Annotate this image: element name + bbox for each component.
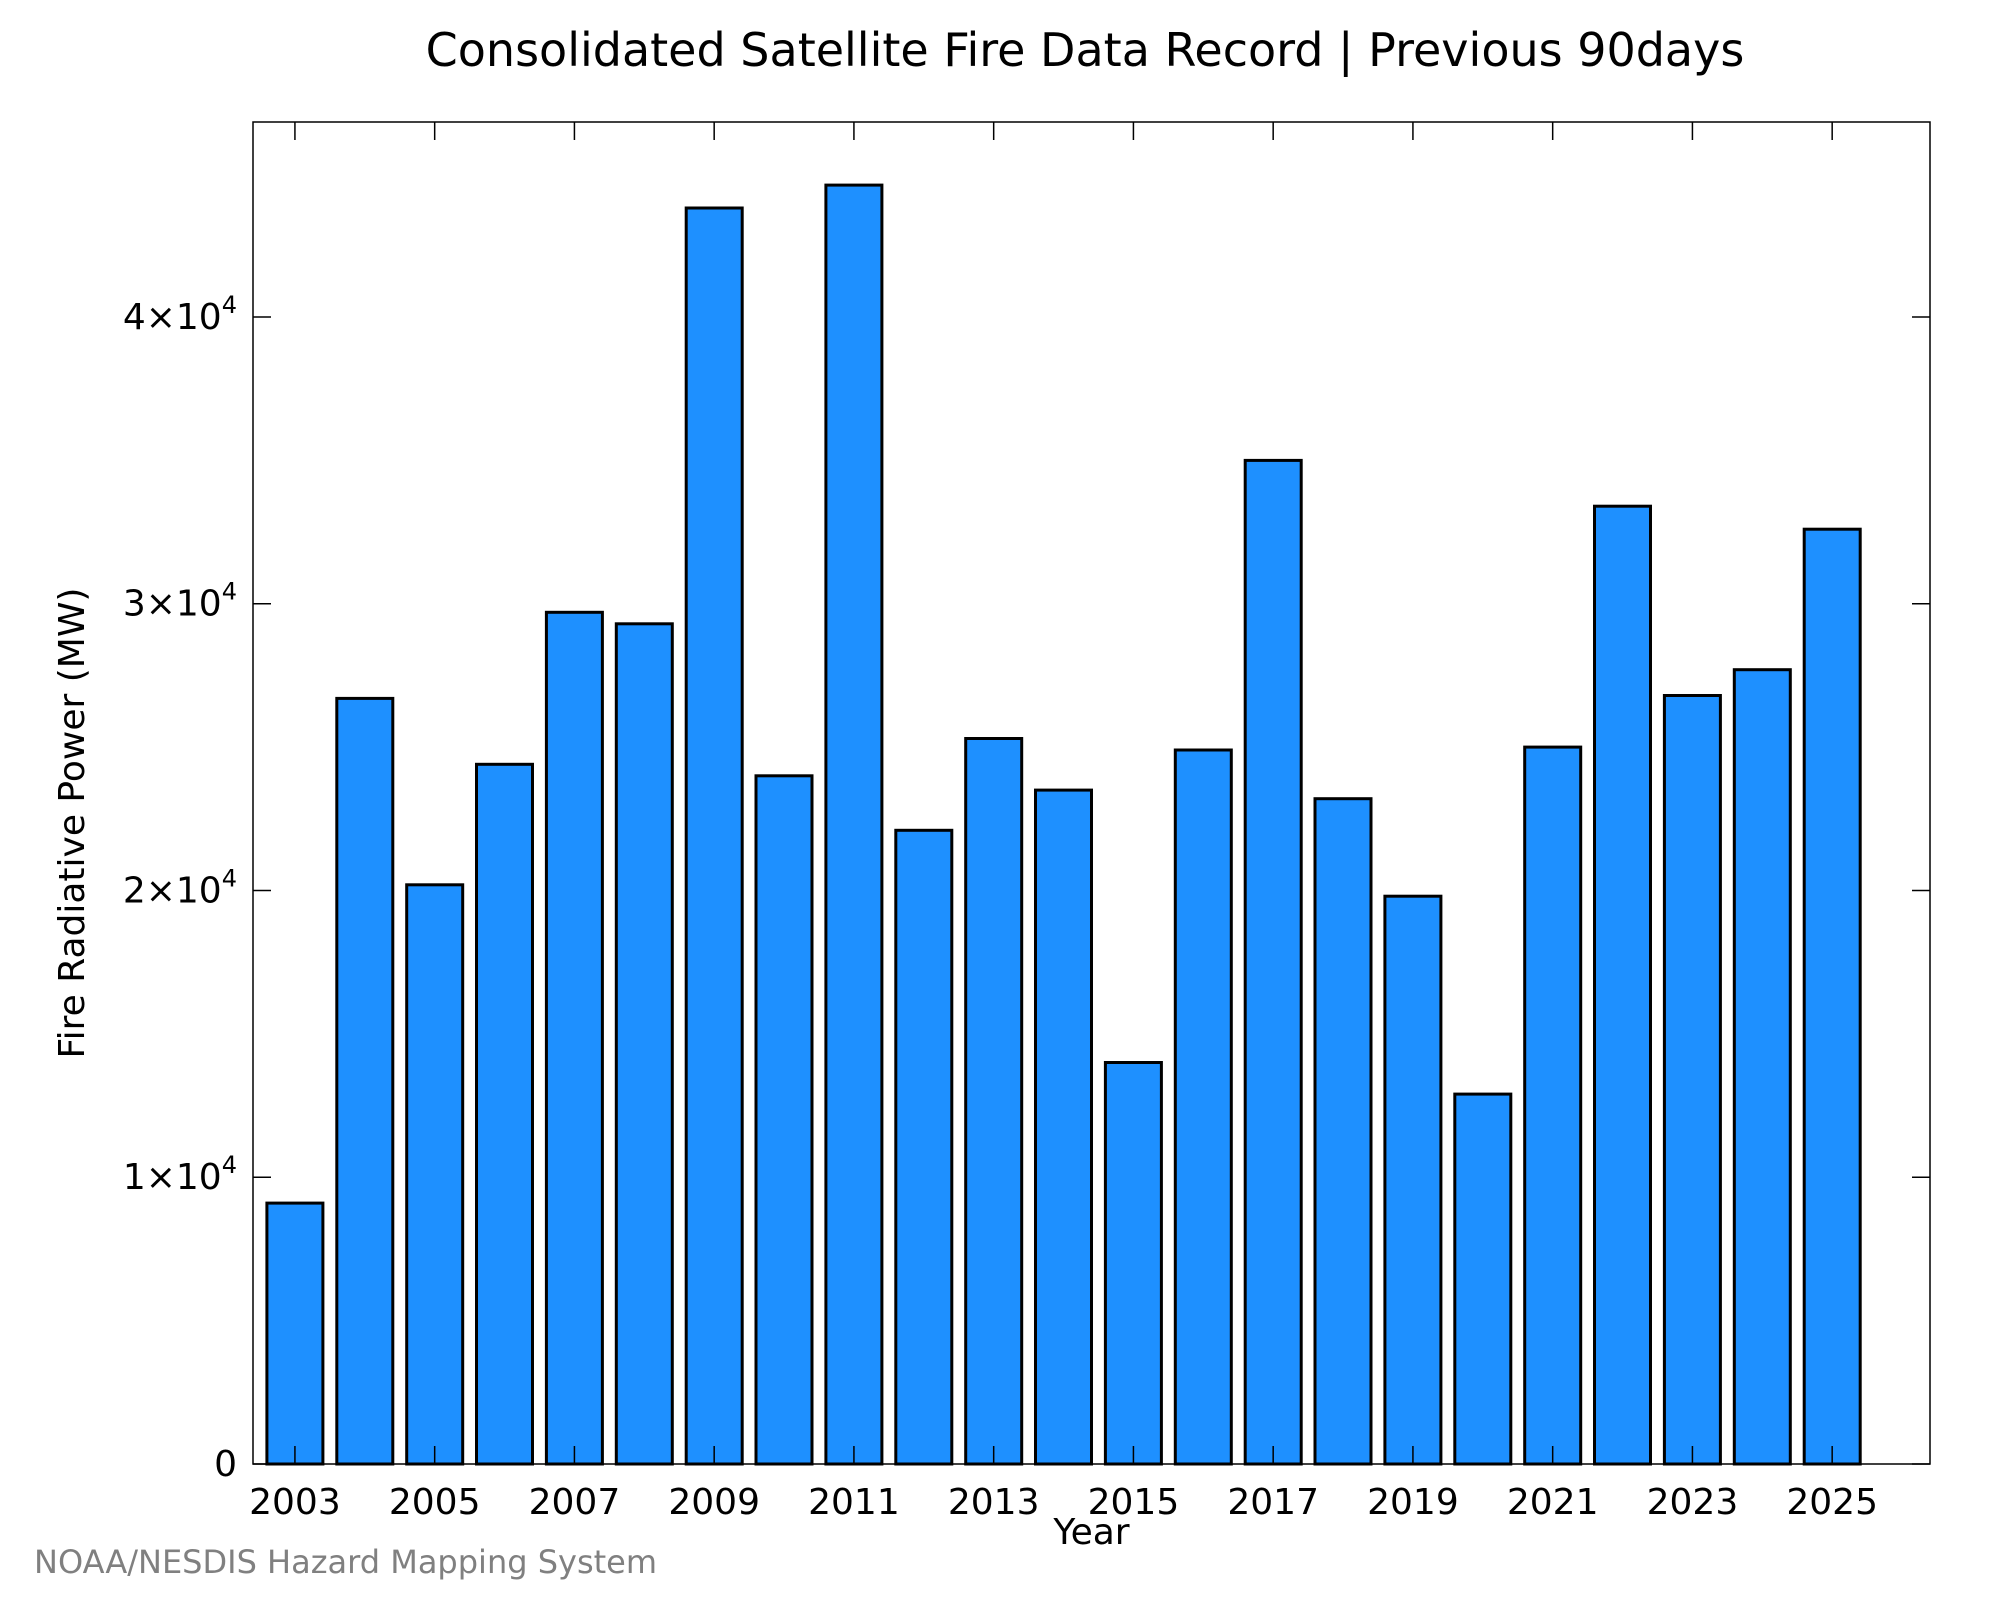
bar-2017 — [1243, 458, 1303, 1466]
x-tick-label-2025: 2025 — [1786, 1482, 1878, 1523]
bar-2011 — [824, 183, 884, 1466]
x-tick-label-2013: 2013 — [948, 1482, 1040, 1523]
bar-2020 — [1453, 1092, 1513, 1466]
bar-2008 — [614, 622, 674, 1466]
x-tick-label-2019: 2019 — [1367, 1482, 1459, 1523]
x-tick-label-2023: 2023 — [1647, 1482, 1739, 1523]
bars-layer — [265, 183, 1862, 1466]
bar-2010 — [754, 774, 814, 1466]
x-tick-label-2003: 2003 — [249, 1482, 341, 1523]
y-tick-label-40000: 4×104 — [123, 291, 237, 338]
x-axis-title: Year — [1052, 1512, 1129, 1553]
y-axis-title: Fire Radiative Power (MW) — [52, 588, 93, 1059]
bar-2018 — [1313, 797, 1373, 1466]
bar-2024 — [1732, 668, 1792, 1466]
bar-2014 — [1034, 788, 1093, 1466]
bar-2019 — [1383, 894, 1443, 1466]
plot-frame — [252, 121, 1931, 1465]
x-tick-label-2015: 2015 — [1088, 1482, 1180, 1523]
y-tick-label-20000: 2×104 — [123, 864, 237, 911]
x-tick-label-2005: 2005 — [389, 1482, 481, 1523]
bar-2012 — [894, 828, 954, 1466]
bar-2015 — [1103, 1061, 1163, 1466]
axis-ticks — [253, 122, 1930, 1465]
tick-labels: 2003 2005 2007 2009 2011 2013 2015 2017 2019 2021… — [123, 291, 1878, 1523]
bar-2021 — [1523, 745, 1583, 1466]
bar-2016 — [1173, 748, 1233, 1466]
bar-2004 — [335, 696, 395, 1466]
y-tick-label-30000: 3×104 — [123, 578, 237, 625]
chart-title: Consolidated Satellite Fire Data Record … — [425, 23, 1745, 77]
x-tick-label-2021: 2021 — [1507, 1482, 1599, 1523]
bar-2025 — [1802, 527, 1862, 1466]
bar-2013 — [964, 737, 1024, 1466]
bar-2009 — [684, 206, 744, 1466]
x-tick-label-2011: 2011 — [808, 1482, 900, 1523]
x-tick-label-2009: 2009 — [668, 1482, 760, 1523]
bar-2007 — [544, 610, 604, 1466]
y-tick-label-10000: 1×104 — [123, 1151, 237, 1198]
bar-2005 — [405, 883, 465, 1466]
bar-2006 — [475, 762, 534, 1466]
bar-2003 — [265, 1201, 325, 1466]
bar-2023 — [1662, 694, 1722, 1466]
credit-text: NOAA/NESDIS Hazard Mapping System — [34, 1543, 658, 1581]
x-tick-label-2007: 2007 — [529, 1482, 621, 1523]
bar-2022 — [1593, 504, 1652, 1466]
x-tick-label-2017: 2017 — [1227, 1482, 1319, 1523]
y-tick-label-0: 0 — [214, 1444, 237, 1485]
